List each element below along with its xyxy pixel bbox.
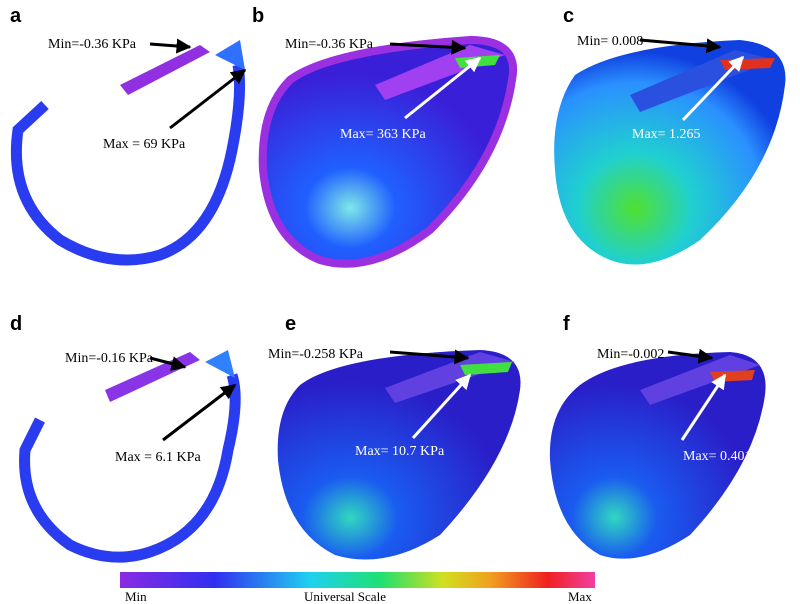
hotspot-f (710, 370, 755, 382)
scale-min: Min (125, 589, 147, 604)
panel-label: c (563, 5, 574, 27)
arrow (149, 38, 192, 54)
panel-label: e (285, 313, 296, 335)
heart-c (554, 40, 786, 265)
arrows (149, 38, 745, 442)
arrow (639, 38, 722, 54)
heart-b (258, 35, 518, 268)
min-label: Min=-0.36 KPa (285, 37, 374, 52)
min-label: Min=-0.002 (597, 347, 664, 362)
panel-label: f (563, 313, 570, 335)
heart-e (277, 350, 521, 560)
panel-label: b (252, 5, 264, 27)
hotspot-e (460, 362, 512, 375)
arrow (389, 39, 467, 55)
min-label: Min=-0.16 KPa (65, 351, 154, 366)
max-label: Max = 6.1 KPa (115, 450, 201, 465)
septum-f (640, 355, 760, 405)
color-scale (120, 572, 595, 588)
arrow (681, 55, 745, 122)
arrow (411, 373, 472, 440)
ring (19, 373, 241, 563)
max-label: Max = 69 KPa (103, 137, 186, 152)
septum (120, 45, 210, 95)
panel-label: d (10, 313, 22, 335)
arrow (667, 348, 714, 364)
arrow (162, 383, 237, 442)
panel-a (10, 40, 246, 266)
arrow (404, 56, 482, 120)
scale-max: Max (568, 589, 592, 604)
ring (10, 64, 246, 266)
scale-title: Universal Scale (304, 589, 386, 604)
arrow (389, 349, 470, 365)
arrow (149, 356, 187, 371)
max-label: Max= 1.265 (632, 127, 701, 142)
apex (205, 350, 235, 378)
max-label: Max= 10.7 KPa (355, 444, 445, 459)
heart-f (549, 352, 766, 559)
min-label: Min=-0.258 KPa (268, 347, 364, 362)
apex (215, 40, 245, 70)
min-label: Min= 0.008 (577, 34, 643, 49)
min-label: Min=-0.36 KPa (48, 37, 137, 52)
max-label: Max= 363 KPa (340, 127, 426, 142)
arrow (169, 68, 247, 130)
max-label: Max= 0.401 (683, 449, 752, 464)
panel-label: a (10, 5, 22, 27)
arrow (680, 373, 727, 441)
